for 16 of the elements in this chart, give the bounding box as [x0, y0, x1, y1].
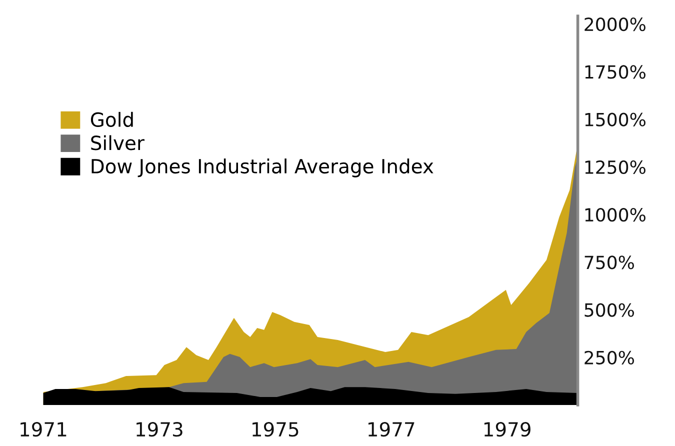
legend-label: Gold	[90, 112, 133, 127]
x-tick-label: 1971	[20, 422, 66, 437]
legend-label: Dow Jones Industrial Average Index	[92, 158, 434, 178]
y-tick-label: 1000%	[585, 208, 646, 222]
x-tick-label: 1973	[136, 422, 182, 437]
legend-label: Silver	[91, 135, 144, 150]
y-tick-label: 500%	[584, 303, 634, 317]
y-tick-label: 250%	[584, 350, 634, 364]
x-tick-label: 1977	[368, 422, 414, 437]
y-tick-label: 1500%	[585, 112, 646, 126]
x-tick-label: 1979	[484, 422, 530, 437]
y-tick-label: 2000%	[584, 18, 646, 32]
y-tick-label: 1250%	[585, 160, 646, 174]
y-tick-label: 1750%	[585, 65, 646, 79]
y-tick-label: 750%	[584, 256, 634, 270]
x-tick-label: 1975	[252, 422, 298, 437]
